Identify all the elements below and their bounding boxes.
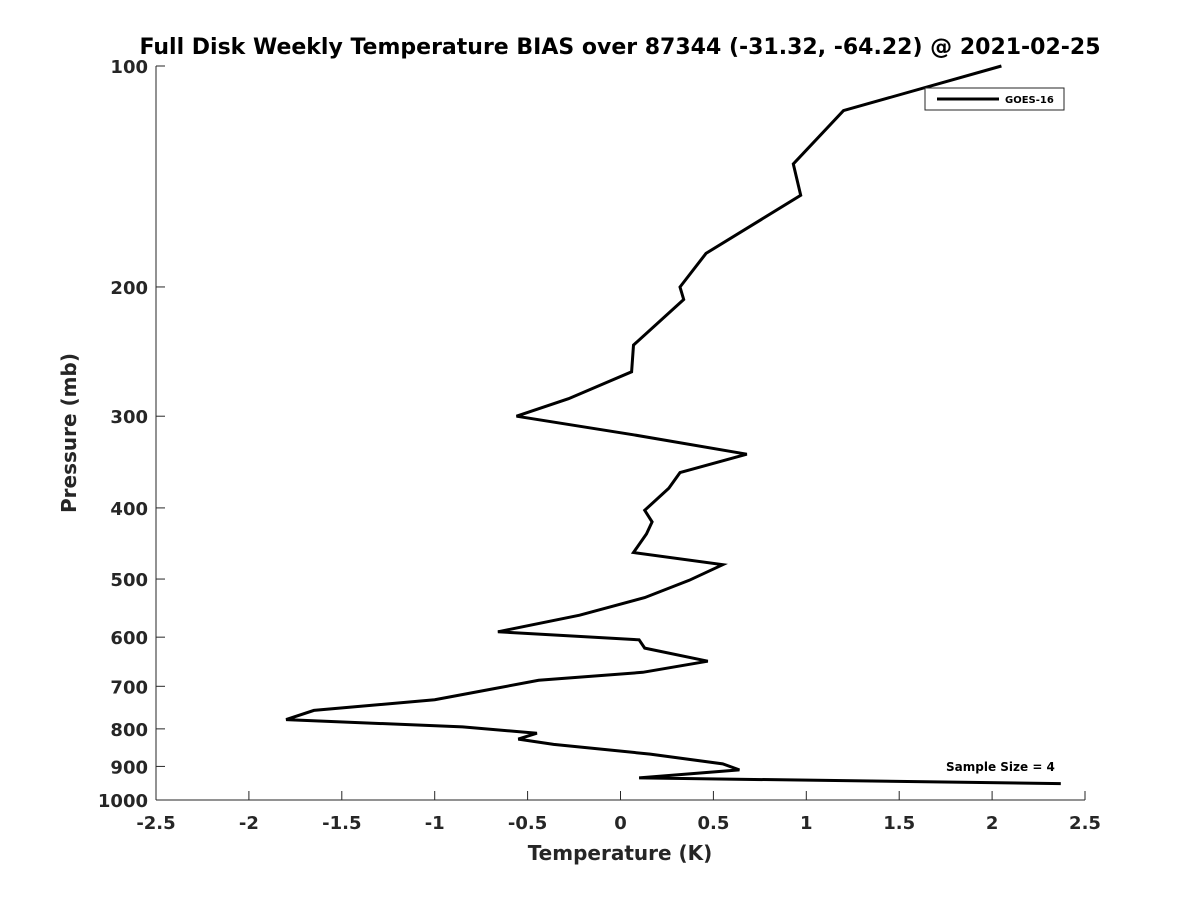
x-tick-label: -2.5	[136, 813, 175, 834]
x-tick-label: -1.5	[322, 813, 361, 834]
y-tick-label: 700	[110, 677, 148, 698]
x-tick-label: 0.5	[697, 813, 729, 834]
y-tick-label: 1000	[98, 791, 148, 812]
y-tick-label: 400	[110, 499, 148, 520]
y-tick-label: 600	[110, 628, 148, 649]
x-tick-label: 1	[800, 813, 813, 834]
x-tick-label: 2	[986, 813, 999, 834]
x-tick-label: -1	[425, 813, 445, 834]
x-tick-label: -0.5	[508, 813, 547, 834]
x-tick-label: 0	[614, 813, 627, 834]
y-tick-label: 200	[110, 278, 148, 299]
y-tick-label: 100	[110, 57, 148, 78]
series-group	[285, 64, 1061, 786]
x-tick-label: 2.5	[1069, 813, 1101, 834]
legend-label: GOES-16	[1005, 95, 1054, 106]
legend: GOES-16	[924, 87, 1065, 111]
y-axis-label: Pressure (mb)	[57, 353, 81, 513]
x-tick-label: -2	[239, 813, 259, 834]
series-line-goes-16	[285, 64, 1061, 786]
y-tick-label: 800	[110, 720, 148, 741]
sample-size-annotation: Sample Size = 4	[946, 760, 1055, 774]
chart-title: Full Disk Weekly Temperature BIAS over 8…	[139, 35, 1100, 60]
x-tick-label: 1.5	[883, 813, 915, 834]
y-tick-label: 900	[110, 757, 148, 778]
x-axis-label: Temperature (K)	[528, 841, 713, 865]
y-ticks: 100 200 300 400 500 600 700 800 900 1000	[98, 57, 165, 812]
y-tick-label: 300	[110, 407, 148, 428]
y-tick-label: 500	[110, 570, 148, 591]
x-ticks: -2.5 -2 -1.5 -1 -0.5 0 0.5 1 1.5 2 2.5	[136, 791, 1101, 834]
